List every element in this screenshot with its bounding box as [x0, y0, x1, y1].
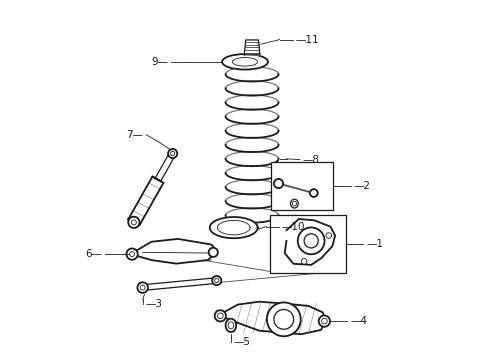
- Text: 6—: 6—: [85, 249, 102, 259]
- Polygon shape: [143, 278, 217, 291]
- Ellipse shape: [225, 319, 236, 332]
- Bar: [271, 162, 333, 210]
- Text: —8: —8: [302, 154, 319, 165]
- Ellipse shape: [222, 54, 268, 69]
- Polygon shape: [130, 239, 217, 264]
- Polygon shape: [245, 40, 260, 55]
- Circle shape: [140, 285, 145, 290]
- Text: —5: —5: [234, 337, 251, 347]
- Circle shape: [267, 302, 301, 336]
- Ellipse shape: [232, 58, 258, 66]
- Bar: [270, 215, 345, 274]
- Circle shape: [318, 315, 330, 327]
- Circle shape: [304, 234, 318, 248]
- Polygon shape: [219, 302, 326, 334]
- Circle shape: [274, 310, 294, 329]
- Circle shape: [128, 217, 140, 228]
- Polygon shape: [210, 217, 258, 238]
- Text: —3: —3: [146, 299, 163, 309]
- Circle shape: [326, 233, 332, 238]
- Circle shape: [168, 149, 177, 158]
- Circle shape: [209, 248, 218, 257]
- Circle shape: [274, 179, 283, 188]
- Polygon shape: [285, 219, 335, 265]
- Text: 9—: 9—: [151, 57, 168, 67]
- Polygon shape: [155, 152, 175, 181]
- Circle shape: [131, 220, 136, 225]
- Ellipse shape: [291, 199, 298, 208]
- Ellipse shape: [292, 201, 296, 206]
- Circle shape: [321, 318, 327, 324]
- Circle shape: [130, 252, 135, 257]
- Circle shape: [310, 189, 318, 197]
- Polygon shape: [128, 176, 164, 225]
- Circle shape: [215, 278, 219, 283]
- Text: 7—: 7—: [126, 130, 144, 140]
- Circle shape: [171, 152, 175, 156]
- Text: —2: —2: [354, 181, 370, 191]
- Polygon shape: [218, 220, 250, 235]
- Text: —11: —11: [295, 35, 319, 45]
- Text: —4: —4: [350, 316, 367, 326]
- Ellipse shape: [228, 322, 234, 329]
- Circle shape: [218, 313, 223, 319]
- Circle shape: [298, 228, 324, 254]
- Text: —1: —1: [366, 239, 383, 249]
- Circle shape: [215, 310, 226, 321]
- Circle shape: [126, 248, 138, 260]
- Circle shape: [301, 258, 307, 264]
- Circle shape: [212, 276, 221, 285]
- Circle shape: [137, 282, 148, 293]
- Text: —10: —10: [281, 221, 305, 231]
